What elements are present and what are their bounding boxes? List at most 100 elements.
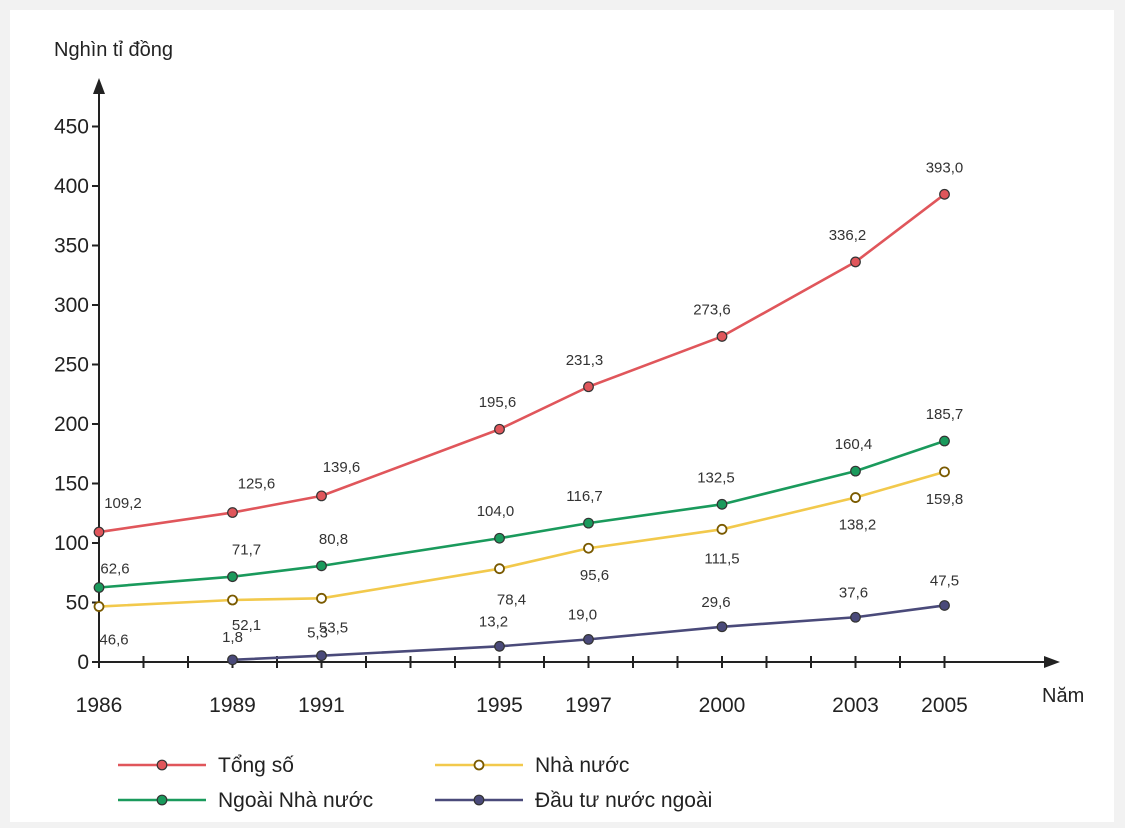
data-point [316,560,327,572]
legend-swatch-marker [473,759,485,771]
data-point [583,517,594,529]
data-point [227,654,238,666]
data-point [227,594,238,606]
data-label: 53,5 [319,619,348,636]
data-point [850,611,861,623]
data-label: 336,2 [829,227,867,244]
chart-container: Nghìn tỉ đồng Năm 0 50 100 150 200 250 300 350 4… [10,10,1114,822]
y-tick-label: 400 [54,175,89,198]
x-tick-label: 2000 [699,694,746,717]
x-tick-label: 1989 [209,694,256,717]
data-point [227,571,238,583]
y-tick-label: 450 [54,116,89,139]
data-label: 125,6 [238,476,276,493]
data-label: 62,6 [100,561,129,578]
legend-swatch-marker [156,759,168,771]
legend-item: Đầu tư nước ngoài [435,789,712,812]
data-label: 71,7 [232,542,261,559]
y-tick-label: 0 [77,651,89,674]
y-axis-title: Nghìn tỉ đồng [54,39,173,61]
series-line [98,470,945,608]
data-point [716,498,728,510]
y-tick-label: 100 [54,532,89,555]
series-2: 46,6 52,1 53,5 78,4 95,6 111,5 138,2 159,8 [93,466,964,649]
x-tick-label: 2003 [832,694,879,717]
axes: 0 50 100 150 200 250 300 350 400 450 1986 1989 1991 1… [54,78,1060,717]
data-label: 393,0 [926,159,964,176]
data-point [716,523,728,535]
series-4: 1,8 5,3 13,2 19,0 29,6 37,6 47,5 [222,572,959,666]
legend-item: Nhà nước [435,754,629,777]
data-point [93,582,105,593]
y-tick-label: 50 [66,592,89,615]
series-layer: 109,2 125,6 139,6 195,6 231,3 273,6 336,2 393,0… [93,159,964,666]
data-label: 19,0 [568,606,597,623]
data-label: 159,8 [926,491,964,508]
data-label: 37,6 [839,584,868,601]
data-label: 78,4 [497,592,526,609]
data-point [316,650,327,662]
series-line [98,193,946,534]
data-label: 116,7 [566,488,602,505]
legend-label: Tổng số [218,754,294,777]
series-3: 62,6 71,7 80,8 104,0 116,7 132,5 160,4 185,7 [93,406,964,593]
data-point [494,423,505,435]
data-label: 132,5 [697,469,735,486]
data-point [93,601,105,612]
data-point [939,466,950,478]
data-label: 29,6 [701,594,730,611]
x-tick-label: 2005 [921,694,968,717]
legend-item: Tổng số [118,754,294,777]
data-point [583,633,594,645]
data-label: 13,2 [479,613,508,630]
data-label: 1,8 [222,629,243,646]
data-label: 111,5 [704,550,739,567]
data-point [583,381,594,393]
data-point [494,532,505,544]
y-tick-label: 250 [54,354,89,377]
data-point [850,465,861,477]
data-point [939,600,950,611]
data-point [850,256,861,268]
y-axis-arrow [93,78,105,94]
data-point [227,507,238,518]
x-tick-label: 1995 [476,694,523,717]
series-line [98,439,945,589]
data-point [316,490,327,502]
data-label: 273,6 [693,301,731,318]
series-1: 109,2 125,6 139,6 195,6 231,3 273,6 336,2 393,0 [93,159,964,538]
legend-swatch-marker [473,794,485,806]
data-label: 52,1 [232,617,261,634]
y-tick-label: 150 [54,473,89,496]
x-axis-arrow [1044,656,1060,668]
data-label: 160,4 [835,436,873,453]
data-label: 185,7 [926,406,964,423]
data-label: 139,6 [323,459,361,476]
data-label: 47,5 [930,572,959,589]
legend-label: Ngoài Nhà nước [218,789,373,812]
y-tick-label: 200 [54,413,89,436]
y-tick-label: 300 [54,294,89,317]
legend: Tổng số Nhà nước Ngoài Nhà nước Đầu tư nước… [118,754,712,812]
line-chart: Nghìn tỉ đồng Năm 0 50 100 150 200 250 300 350 4… [54,39,1084,812]
data-label: 104,0 [477,503,515,520]
x-tick-label: 1986 [76,694,123,717]
data-point [316,592,327,604]
data-label: 231,3 [566,352,604,369]
data-label: 195,6 [479,394,517,411]
data-point [583,542,594,554]
data-point [939,435,950,447]
data-point [850,492,861,503]
data-label: 109,2 [104,495,142,512]
x-axis-title: Năm [1042,685,1084,707]
data-point [716,331,728,342]
data-label: 80,8 [319,531,348,548]
data-point [494,640,505,652]
legend-item: Ngoài Nhà nước [118,789,373,812]
data-point [716,621,728,633]
data-label: 138,2 [839,517,877,534]
data-label: 95,6 [580,567,609,584]
data-label: 46,6 [99,632,128,649]
data-point [939,188,950,200]
legend-label: Nhà nước [535,754,629,777]
